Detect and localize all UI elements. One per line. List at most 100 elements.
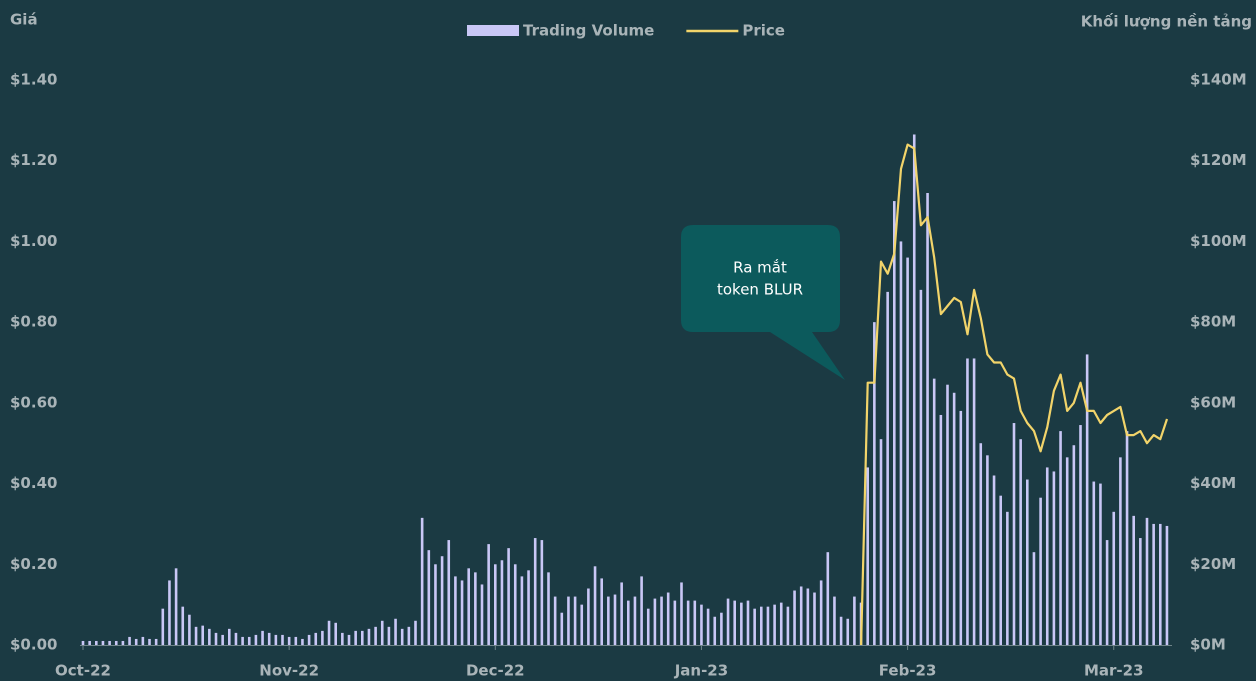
bar bbox=[646, 608, 650, 645]
bar bbox=[999, 495, 1002, 645]
bar bbox=[932, 378, 936, 645]
bar bbox=[813, 592, 816, 645]
bar bbox=[613, 594, 617, 645]
bar bbox=[879, 439, 883, 645]
legend-swatch bbox=[467, 25, 519, 36]
bar bbox=[1159, 523, 1162, 645]
bar bbox=[746, 600, 750, 645]
bar bbox=[806, 588, 810, 645]
bar bbox=[394, 618, 397, 645]
bar bbox=[81, 640, 85, 645]
bar bbox=[1032, 552, 1036, 645]
y-tick-label: $1.40 bbox=[10, 71, 57, 89]
bar bbox=[440, 556, 444, 645]
bar bbox=[128, 636, 131, 645]
bar bbox=[726, 598, 730, 645]
bar bbox=[487, 544, 490, 645]
bar bbox=[161, 608, 165, 645]
bar bbox=[307, 634, 311, 645]
bar bbox=[261, 630, 264, 645]
bar bbox=[1006, 511, 1009, 645]
bar bbox=[580, 604, 584, 645]
bar bbox=[1052, 471, 1056, 645]
bar bbox=[926, 193, 929, 645]
bar bbox=[673, 600, 677, 645]
bar bbox=[188, 614, 191, 645]
y2-tick-label: $20M bbox=[1190, 555, 1236, 573]
bar bbox=[1092, 481, 1096, 645]
bar bbox=[114, 640, 118, 645]
y2-tick-label: $100M bbox=[1190, 232, 1247, 250]
bar bbox=[640, 576, 643, 645]
bar bbox=[480, 584, 484, 645]
bar bbox=[793, 590, 796, 645]
bar bbox=[627, 600, 630, 645]
bar bbox=[972, 358, 976, 645]
bar bbox=[986, 455, 989, 645]
bar bbox=[168, 580, 171, 645]
price-line bbox=[860, 143, 1169, 646]
bar bbox=[208, 628, 211, 645]
bar bbox=[414, 620, 417, 645]
bar bbox=[1059, 431, 1062, 645]
bar bbox=[281, 634, 284, 645]
bar bbox=[434, 564, 437, 645]
x-tick-label: Nov-22 bbox=[259, 662, 319, 680]
bar bbox=[533, 538, 537, 645]
bar bbox=[467, 568, 470, 645]
bar bbox=[241, 636, 244, 645]
bar bbox=[228, 628, 231, 645]
bar bbox=[560, 612, 564, 645]
bar bbox=[367, 628, 371, 645]
bar bbox=[607, 596, 610, 645]
bar bbox=[1125, 431, 1129, 645]
y2-tick-label: $0M bbox=[1190, 636, 1226, 654]
bar bbox=[380, 620, 384, 645]
bar bbox=[620, 582, 623, 645]
bar bbox=[839, 616, 843, 645]
bar bbox=[919, 289, 923, 645]
bar bbox=[520, 576, 524, 645]
bar bbox=[447, 540, 451, 645]
bar bbox=[341, 632, 344, 645]
bar bbox=[513, 564, 517, 645]
x-tick-label: Jan-23 bbox=[674, 662, 728, 680]
bar bbox=[361, 630, 364, 645]
y2-tick-label: $60M bbox=[1190, 393, 1236, 411]
bar bbox=[267, 632, 271, 645]
bar bbox=[108, 640, 111, 645]
bar bbox=[633, 596, 637, 645]
bar bbox=[720, 612, 723, 645]
bar bbox=[833, 596, 836, 645]
bar bbox=[314, 632, 318, 645]
bar bbox=[826, 552, 830, 645]
bar bbox=[1165, 525, 1169, 645]
bar bbox=[327, 620, 331, 645]
y-tick-label: $0.00 bbox=[10, 636, 57, 654]
bar bbox=[600, 578, 603, 645]
bar bbox=[274, 634, 278, 645]
bar bbox=[247, 636, 251, 645]
bar bbox=[474, 572, 477, 645]
bar bbox=[886, 291, 889, 645]
bar bbox=[407, 626, 411, 645]
y2-tick-label: $80M bbox=[1190, 313, 1236, 331]
bar bbox=[979, 443, 983, 645]
bar bbox=[354, 630, 357, 645]
bar bbox=[347, 634, 351, 645]
bar bbox=[1145, 517, 1149, 645]
bar bbox=[101, 640, 105, 645]
bar bbox=[214, 632, 218, 645]
bar bbox=[1105, 540, 1109, 645]
bar bbox=[148, 638, 151, 645]
bar bbox=[301, 638, 304, 645]
x-tick-label: Oct-22 bbox=[55, 662, 111, 680]
bar bbox=[567, 596, 570, 645]
x-tick-label: Feb-23 bbox=[879, 662, 937, 680]
bar bbox=[779, 602, 783, 645]
bar bbox=[773, 604, 776, 645]
bar bbox=[959, 410, 963, 645]
bar bbox=[866, 467, 869, 645]
y2-tick-label: $120M bbox=[1190, 151, 1247, 169]
